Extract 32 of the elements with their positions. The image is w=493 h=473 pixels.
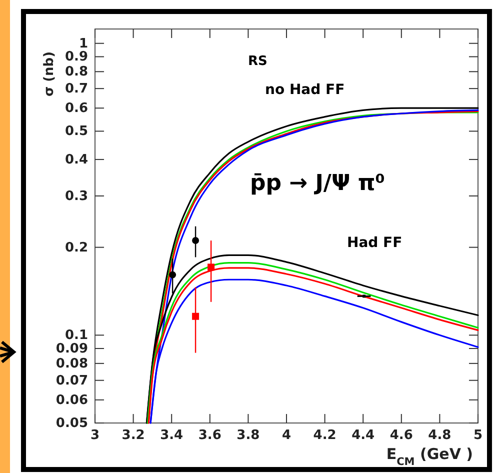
annotation: p̄p → J/Ψ π⁰ — [250, 171, 385, 196]
y-tick-label: 0.4 — [64, 152, 88, 168]
x-tick-label: 4.4 — [352, 428, 375, 443]
y-tick-label: 0.09 — [56, 342, 88, 357]
y-tick-label: 0.05 — [56, 416, 88, 431]
y-tick-label: 0.07 — [56, 373, 88, 388]
y-axis-title: σ (nb) — [42, 51, 57, 97]
y-tick-label: 0.2 — [64, 240, 88, 256]
x-tick-label: 4.2 — [313, 428, 336, 443]
x-tick-label: 4.8 — [428, 428, 452, 443]
y-tick-label: 0.3 — [64, 188, 88, 204]
x-tick-label: 3.8 — [236, 428, 260, 443]
y-tick-label: 0.06 — [56, 392, 88, 408]
y-tick-label: 1 — [78, 36, 88, 52]
y-tick-label: 0.6 — [64, 101, 88, 116]
annotation: RS — [248, 54, 268, 69]
y-tick-label: 0.7 — [64, 82, 88, 97]
x-tick-label: 3.4 — [160, 428, 184, 443]
y-tick-label: 0.9 — [64, 50, 88, 65]
y-tick-label: 0.08 — [56, 356, 88, 372]
x-tick-label: 3 — [90, 428, 100, 443]
y-tick-label: 0.1 — [64, 328, 88, 344]
annotation: Had FF — [347, 235, 402, 251]
x-tick-label: 4 — [282, 428, 292, 443]
x-tick-label: 4.6 — [390, 428, 413, 443]
x-tick-label: 5 — [473, 428, 483, 443]
x-tick-label: 3.2 — [122, 428, 145, 443]
y-tick-label: 0.5 — [64, 124, 88, 140]
annotation: no Had FF — [265, 82, 345, 98]
x-tick-label: 3.6 — [198, 428, 222, 443]
x-axis-title: E$_{CM}$ (GeV ) — [386, 445, 473, 468]
y-tick-label: 0.8 — [64, 64, 88, 80]
